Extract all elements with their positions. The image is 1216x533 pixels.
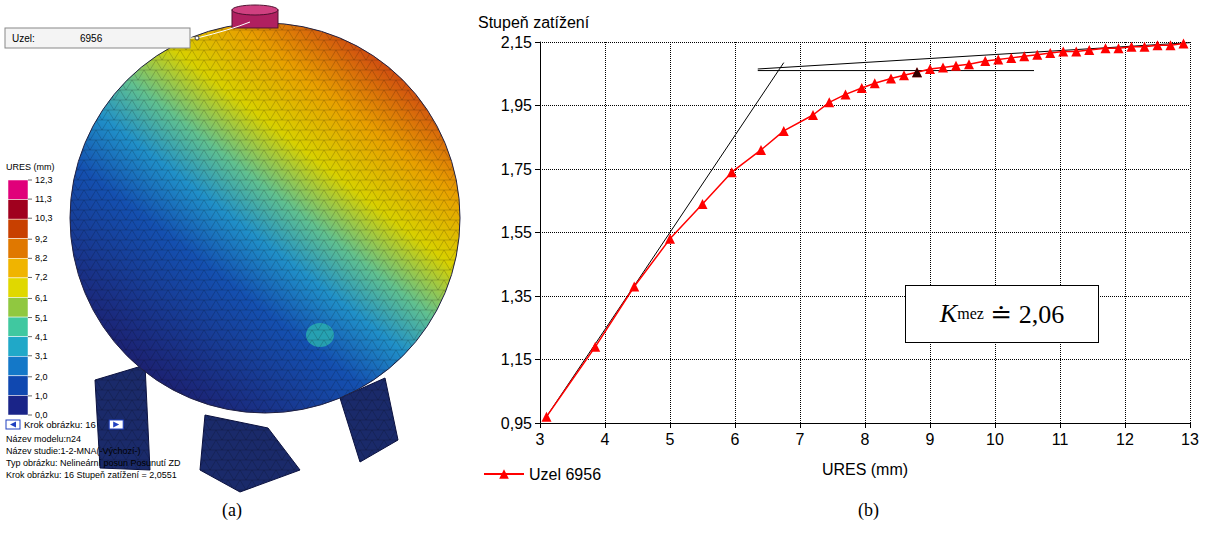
svg-text:Krok obrázku: 16 Stupeň zatíž: Krok obrázku: 16 Stupeň zatížení = 2,055… (6, 470, 177, 480)
svg-text:2,15: 2,15 (501, 34, 532, 51)
svg-text:9: 9 (926, 431, 935, 448)
svg-text:1,15: 1,15 (501, 351, 532, 368)
svg-text:11,3: 11,3 (35, 194, 52, 204)
svg-text:Stupeň zatížení: Stupeň zatížení (478, 14, 590, 31)
svg-text:5: 5 (666, 431, 675, 448)
svg-text:0,95: 0,95 (501, 415, 532, 432)
svg-text:7: 7 (796, 431, 805, 448)
svg-text:10,3: 10,3 (35, 213, 53, 223)
svg-text:URES (mm): URES (mm) (6, 162, 55, 172)
svg-text:0,0: 0,0 (35, 410, 48, 420)
svg-text:Název modelu:n24: Název modelu:n24 (6, 434, 81, 444)
svg-text:8: 8 (861, 431, 870, 448)
svg-text:13: 13 (1181, 431, 1199, 448)
svg-text:Název studie:1-2-MNA(-Výchozí-: Název studie:1-2-MNA(-Výchozí-) (6, 446, 141, 456)
html-text:(b): (b) (858, 500, 879, 520)
svg-text:12,3: 12,3 (35, 175, 53, 185)
svg-text:7,2: 7,2 (35, 272, 48, 282)
html-text:Kmez≐ 2,06: Kmez≐ 2,06 (939, 299, 1065, 329)
svg-text:1,95: 1,95 (501, 97, 532, 114)
svg-text:URES (mm): URES (mm) (822, 461, 908, 478)
svg-text:6956: 6956 (80, 33, 103, 44)
svg-text:4,1: 4,1 (35, 332, 48, 342)
svg-text:11: 11 (1052, 431, 1069, 448)
svg-text:1,0: 1,0 (35, 391, 48, 401)
svg-text:6,1: 6,1 (35, 293, 48, 303)
svg-text:Uzel 6956: Uzel 6956 (529, 466, 601, 483)
svg-text:Typ obrázku: Nelineární posun: Typ obrázku: Nelineární posun Posunutí Z… (6, 458, 181, 468)
svg-text:Krok obrázku: 16: Krok obrázku: 16 (24, 419, 96, 430)
svg-text:4: 4 (601, 431, 610, 448)
svg-text:1,35: 1,35 (501, 288, 532, 305)
svg-text:9,2: 9,2 (35, 234, 48, 244)
svg-text:8,2: 8,2 (35, 253, 48, 263)
svg-text:12: 12 (1116, 431, 1134, 448)
svg-text:1,55: 1,55 (501, 224, 532, 241)
svg-text:3: 3 (536, 431, 545, 448)
svg-text:5,1: 5,1 (35, 313, 48, 323)
svg-text:6: 6 (731, 431, 740, 448)
svg-text:Uzel:: Uzel: (12, 33, 35, 44)
svg-text:2,0: 2,0 (35, 372, 48, 382)
svg-text:3,1: 3,1 (35, 351, 48, 361)
svg-text:1,75: 1,75 (501, 161, 532, 178)
html-text:(a): (a) (222, 500, 242, 520)
svg-text:10: 10 (986, 431, 1004, 448)
